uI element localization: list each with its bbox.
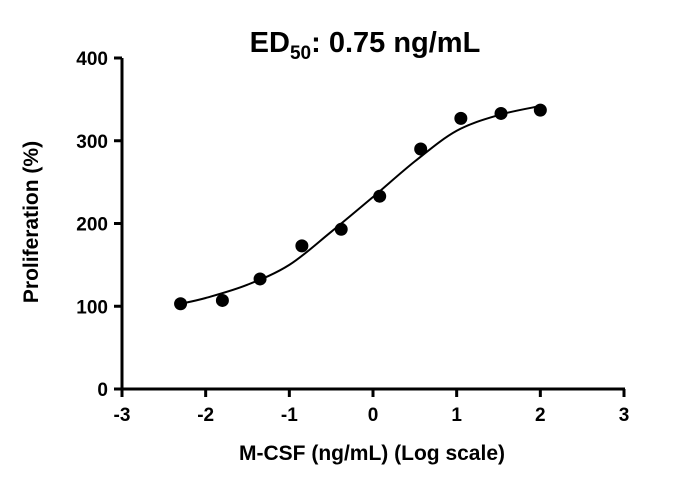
data-point xyxy=(533,103,547,117)
x-ticks: -3 -2 -1 0 1 2 3 xyxy=(114,389,630,426)
x-axis-label: M-CSF (ng/mL) (Log scale) xyxy=(239,442,505,465)
y-tick-label: 0 xyxy=(97,380,108,401)
points-layer xyxy=(174,103,547,311)
x-tick-label: 2 xyxy=(535,405,546,426)
x-tick-label: -2 xyxy=(197,405,214,426)
x-tick-label: -3 xyxy=(114,405,131,426)
y-tick-label: 100 xyxy=(76,297,108,318)
x-tick-label: 1 xyxy=(451,405,462,426)
data-point xyxy=(253,272,267,286)
chart-title-subscript: 50 xyxy=(290,43,311,64)
y-ticks: 0 100 200 300 400 xyxy=(76,49,122,401)
chart-title-prefix: ED xyxy=(250,27,290,59)
y-tick-label: 400 xyxy=(76,49,108,70)
data-point xyxy=(174,297,188,311)
chart-title: ED50: 0.75 ng/mL xyxy=(250,27,481,64)
y-axis-label: Proliferation (%) xyxy=(20,141,43,303)
data-point xyxy=(334,222,348,236)
x-tick-label: 3 xyxy=(619,405,630,426)
x-tick-label: -1 xyxy=(281,405,298,426)
chart-title-suffix: : 0.75 ng/mL xyxy=(311,27,480,59)
fit-layer xyxy=(180,105,541,305)
x-tick-label: 0 xyxy=(368,405,379,426)
y-tick-label: 300 xyxy=(76,132,108,153)
data-point xyxy=(494,106,508,120)
data-point xyxy=(454,111,468,125)
data-point xyxy=(373,189,387,203)
data-point xyxy=(215,293,229,307)
data-point xyxy=(414,142,428,156)
fit-curve xyxy=(180,105,541,305)
data-point xyxy=(295,239,309,253)
y-tick-label: 200 xyxy=(76,215,108,236)
